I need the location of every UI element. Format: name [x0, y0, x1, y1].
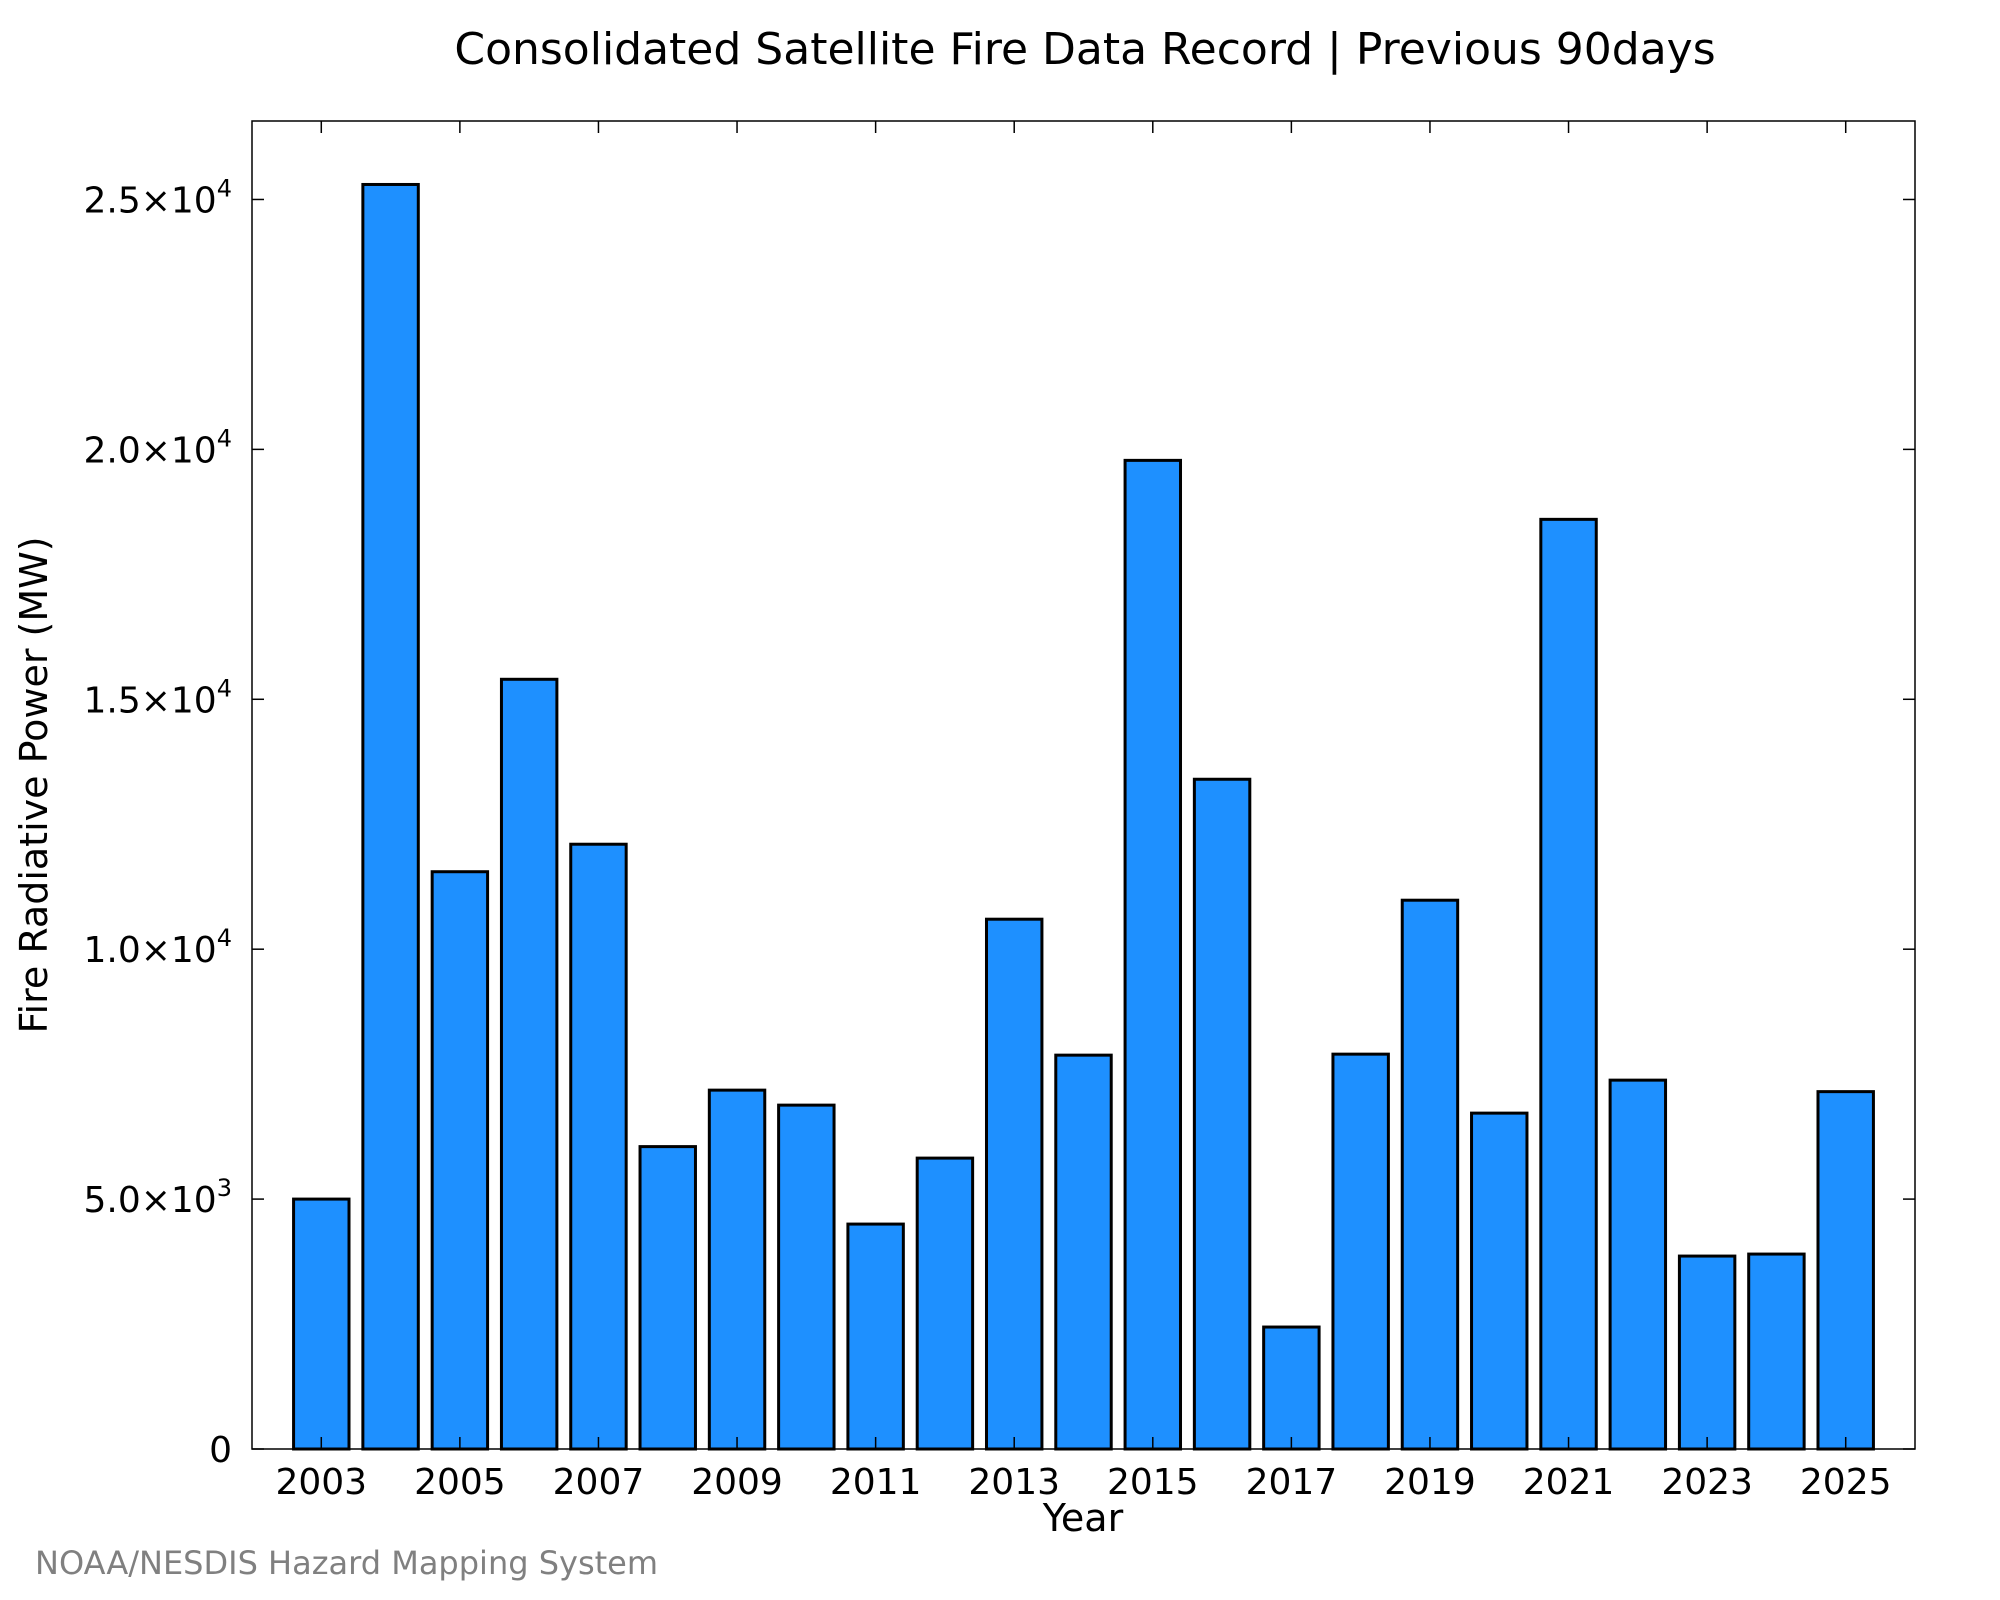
x-tick-label: 2005	[414, 1462, 506, 1503]
bar-2018	[1331, 1052, 1390, 1451]
x-tick-label: 2003	[275, 1462, 367, 1503]
y-tick-label: 1.0×104	[83, 924, 232, 971]
x-tick-labels: 2003 2005 2007 2009 2011 2013 2015 2017 2019 2021…	[275, 1462, 1891, 1503]
x-tick-label: 2019	[1384, 1462, 1476, 1503]
ticks-group	[252, 121, 1915, 1450]
y-tick-label: 5.0×103	[83, 1174, 232, 1221]
y-tick-label: 0	[209, 1430, 232, 1471]
bar-2020	[1470, 1111, 1529, 1451]
bar-2021	[1539, 517, 1598, 1451]
bar-2009	[707, 1088, 767, 1451]
source-credit: NOAA/NESDIS Hazard Mapping System	[35, 1544, 658, 1582]
x-tick-label: 2013	[968, 1462, 1060, 1503]
bar-2023	[1677, 1254, 1737, 1451]
x-tick-label: 2017	[1246, 1462, 1338, 1503]
bar-2008	[638, 1145, 697, 1451]
x-tick-label: 2023	[1661, 1462, 1753, 1503]
bar-2025	[1816, 1090, 1875, 1451]
bar-2011	[846, 1222, 905, 1451]
bar-2024	[1747, 1252, 1806, 1451]
bar-2003	[292, 1197, 351, 1451]
bar-2013	[984, 917, 1044, 1451]
bar-2010	[777, 1103, 836, 1451]
bar-2004	[361, 182, 420, 1451]
chart-title: Consolidated Satellite Fire Data Record …	[454, 24, 1715, 75]
bar-2017	[1262, 1325, 1321, 1451]
bar-2007	[569, 842, 628, 1451]
bar-2022	[1608, 1078, 1668, 1451]
bars-group	[292, 182, 1875, 1451]
bar-2006	[499, 677, 559, 1451]
x-tick-label: 2011	[830, 1462, 922, 1503]
y-tick-label: 2.0×104	[83, 424, 232, 471]
y-tick-label: 1.5×104	[83, 674, 232, 721]
x-tick-label: 2025	[1800, 1462, 1892, 1503]
bar-2014	[1054, 1053, 1113, 1451]
x-tick-label: 2007	[553, 1462, 645, 1503]
bar-2016	[1192, 777, 1252, 1451]
x-axis-label: Year	[1042, 1496, 1124, 1540]
x-tick-label: 2015	[1107, 1462, 1199, 1503]
bar-2015	[1123, 458, 1183, 1451]
x-tick-label: 2009	[691, 1462, 783, 1503]
y-tick-label: 2.5×104	[83, 174, 232, 221]
y-tick-labels: 0 5.0×103 1.0×104 1.5×104 2.0×104 2.5×104	[83, 174, 232, 1471]
bar-2019	[1400, 898, 1460, 1451]
plot-frame	[251, 120, 1916, 1450]
y-axis-label: Fire Radiative Power (MW)	[12, 536, 56, 1033]
bar-2005	[430, 870, 490, 1451]
x-tick-label: 2021	[1523, 1462, 1615, 1503]
bar-2012	[915, 1156, 975, 1451]
